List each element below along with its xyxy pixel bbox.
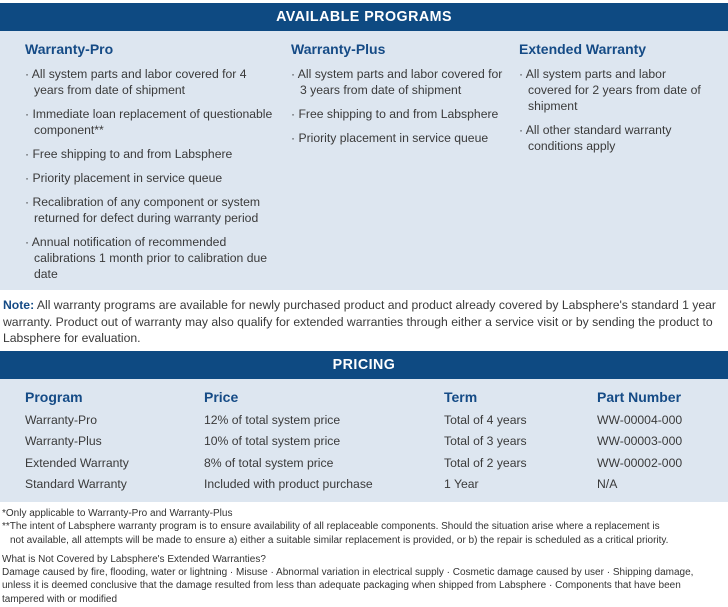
header-program: Program: [25, 389, 83, 405]
table-cell: Total of 4 years: [444, 412, 527, 427]
program-column: Extended Warranty All system parts and la…: [519, 41, 709, 162]
table-cell: Extended Warranty: [25, 455, 129, 470]
program-feature: Free shipping to and from Labsphere: [291, 106, 506, 122]
program-feature: Recalibration of any component or system…: [25, 194, 275, 226]
program-feature: Annual notification of recommended calib…: [25, 234, 275, 282]
program-feature: Immediate loan replacement of questionab…: [25, 106, 275, 138]
table-cell: Total of 3 years: [444, 434, 527, 449]
program-column: Warranty-Plus All system parts and labor …: [291, 41, 506, 154]
note-text: All warranty programs are available for …: [3, 298, 716, 345]
table-row: Standard Warranty Included with product p…: [25, 474, 682, 496]
pricing-table: Program Price Term Part Number Warranty-…: [25, 389, 682, 495]
program-feature: Free shipping to and from Labsphere: [25, 146, 275, 162]
program-feature: Priority placement in service queue: [291, 130, 506, 146]
not-covered-list: Damage caused by fire, flooding, water o…: [2, 567, 694, 605]
table-cell: Included with product purchase: [204, 477, 373, 492]
footnotes: *Only applicable to Warranty-Pro and War…: [2, 507, 724, 606]
table-cell: Standard Warranty: [25, 477, 127, 492]
program-name: Warranty-Pro: [25, 41, 114, 57]
note: Note: All warranty programs are availabl…: [3, 297, 723, 347]
program-column: Warranty-Pro All system parts and labor c…: [25, 41, 275, 290]
table-row: Extended Warranty 8% of total system pric…: [25, 452, 682, 474]
table-row: Warranty-Plus 10% of total system price To…: [25, 431, 682, 453]
table-cell: WW-00004-000: [597, 412, 683, 427]
table-cell: Total of 2 years: [444, 455, 527, 470]
program-feature: All system parts and labor covered for 2…: [519, 66, 709, 114]
table-cell: Warranty-Pro: [25, 412, 98, 427]
table-cell: 1 Year: [444, 477, 479, 492]
pricing-section: PRICING Program Price Term Part Number W…: [0, 351, 728, 502]
program-feature: All system parts and labor covered for 4…: [25, 66, 275, 98]
program-feature: All other standard warranty conditions a…: [519, 122, 709, 154]
table-row: Warranty-Pro 12% of total system price Tot…: [25, 409, 682, 431]
table-cell: 10% of total system price: [204, 434, 341, 449]
table-cell: N/A: [597, 477, 618, 492]
not-covered-heading: What is Not Covered by Labsphere's Exten…: [2, 553, 266, 565]
pricing-title: PRICING: [18, 351, 710, 379]
program-name: Warranty-Plus: [291, 41, 386, 57]
programs-title: AVAILABLE PROGRAMS: [18, 3, 710, 31]
header-part-number: Part Number: [597, 389, 682, 405]
table-cell: 12% of total system price: [204, 412, 341, 427]
table-cell: WW-00002-000: [597, 455, 683, 470]
program-feature: All system parts and labor covered for 3…: [291, 66, 506, 98]
available-programs-section: AVAILABLE PROGRAMS Warranty-Pro All syste…: [0, 3, 728, 290]
footnote-2: **The intent of Labsphere warranty progr…: [2, 521, 660, 533]
table-cell: WW-00003-000: [597, 434, 683, 449]
header-price: Price: [204, 389, 239, 405]
table-cell: Warranty-Plus: [25, 434, 102, 449]
footnote-1: *Only applicable to Warranty-Pro and War…: [2, 508, 233, 519]
footnote-2-cont: not available, all attempts will be made…: [10, 534, 669, 546]
program-name: Extended Warranty: [519, 41, 647, 57]
program-feature: Priority placement in service queue: [25, 170, 275, 186]
table-cell: 8% of total system price: [204, 455, 334, 470]
note-label: Note:: [3, 298, 35, 312]
header-term: Term: [444, 389, 478, 405]
